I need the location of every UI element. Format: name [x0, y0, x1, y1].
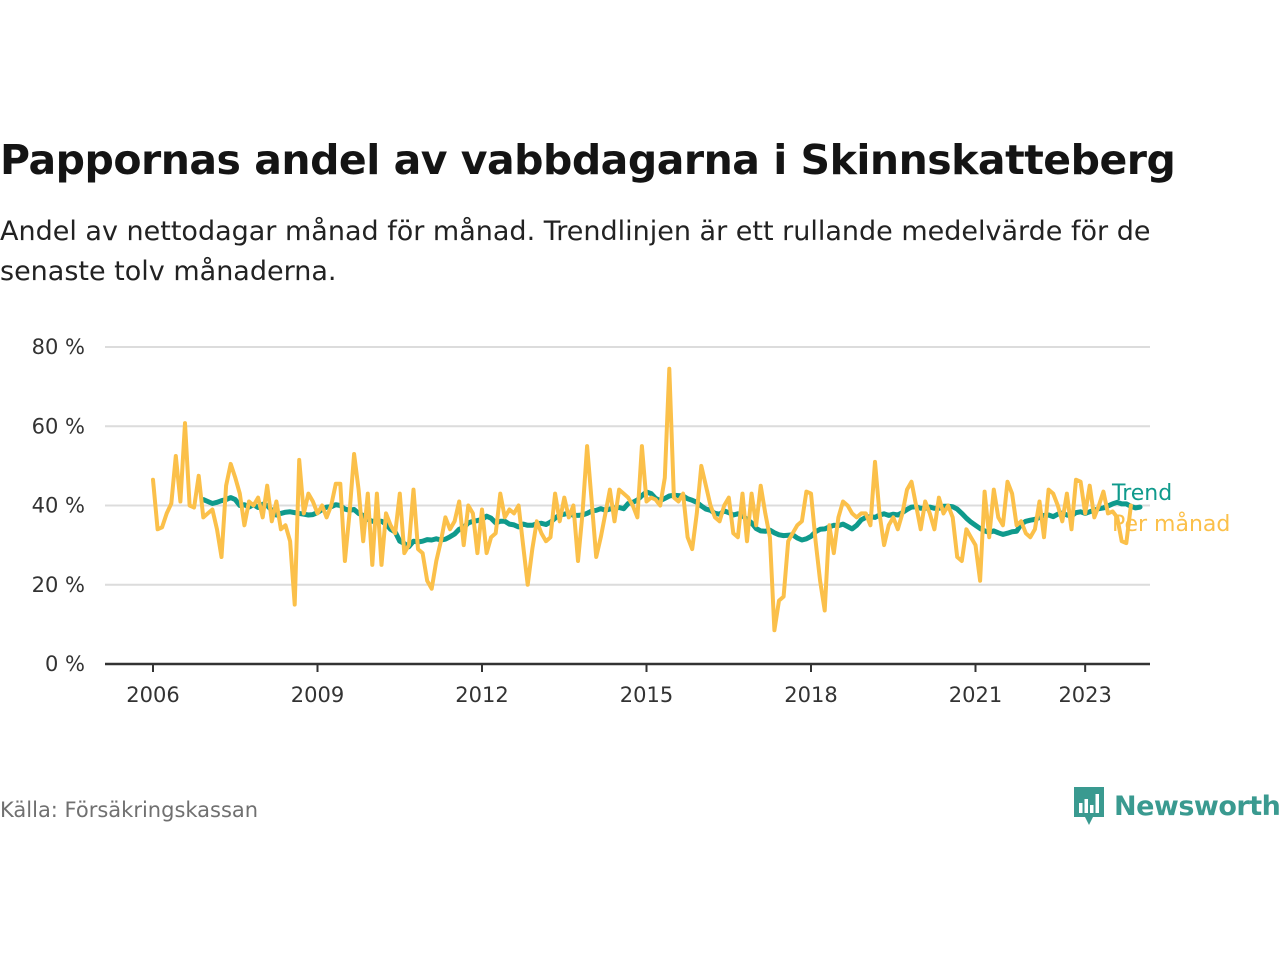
x-tick-label: 2023: [1058, 683, 1111, 707]
source-note: Källa: Försäkringskassan: [0, 798, 259, 822]
x-tick-label: 2018: [784, 683, 837, 707]
y-tick-label: 20 %: [32, 573, 85, 597]
series-lines: [151, 366, 1143, 633]
y-tick-label: 60 %: [32, 414, 85, 438]
chart-title: Pappornas andel av vabbdagarna i Skinnsk…: [0, 136, 1176, 184]
chart-subtitle: Andel av nettodagar månad för månad. Tre…: [0, 216, 1151, 287]
legend: Per månad Trend: [1111, 481, 1230, 537]
series-line-monthly: [151, 366, 1133, 633]
y-axis-ticks: 0 % 20 % 40 % 60 % 80 %: [32, 335, 85, 676]
y-tick-label: 0 %: [45, 652, 85, 676]
legend-label-monthly: Per månad: [1112, 511, 1230, 537]
newsworthy-logo[interactable]: Newsworthy: [1072, 785, 1280, 827]
x-tick-label: 2006: [126, 683, 179, 707]
y-tick-label: 80 %: [32, 335, 85, 359]
x-axis-ticks: 2006 2009 2012 2015 2018 2021 2023: [126, 664, 1112, 707]
x-tick-label: 2009: [291, 683, 344, 707]
legend-label-trend: Trend: [1111, 481, 1172, 506]
x-tick-label: 2012: [455, 683, 508, 707]
x-tick-label: 2021: [949, 683, 1002, 707]
brand-name: Newsworthy: [1114, 790, 1280, 822]
y-tick-label: 40 %: [32, 494, 85, 518]
line-chart: 0 % 20 % 40 % 60 % 80 % 2006 2009 2012 2015 2018…: [32, 335, 1231, 707]
gridlines: [105, 346, 1150, 666]
newsworthy-logo-icon: [1074, 787, 1104, 825]
x-tick-label: 2015: [620, 683, 673, 707]
